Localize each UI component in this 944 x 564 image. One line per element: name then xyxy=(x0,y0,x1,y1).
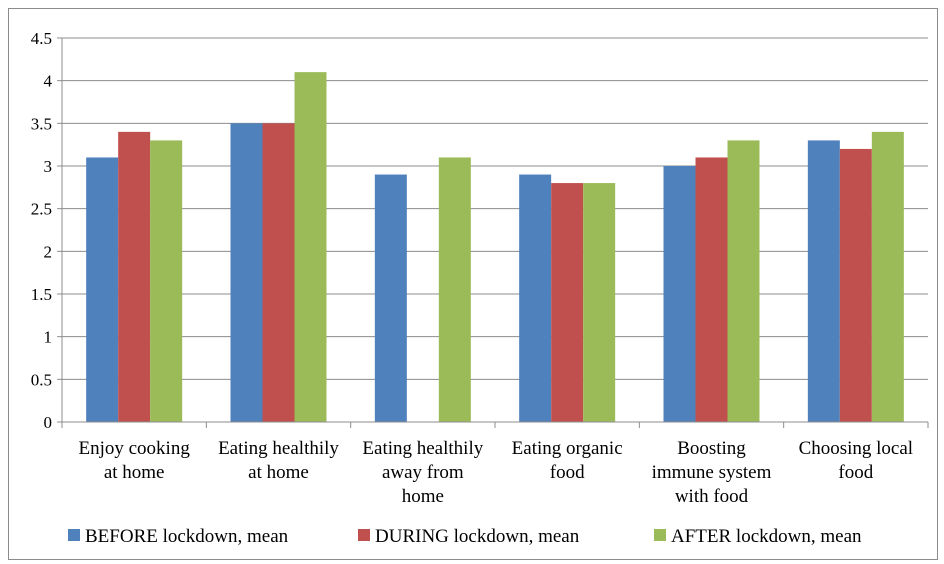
legend-label: DURING lockdown, mean xyxy=(375,526,580,547)
bar xyxy=(150,140,183,422)
bar xyxy=(839,148,872,422)
gridlines xyxy=(57,37,928,423)
legend: BEFORE lockdown, mean DURING lockdown, me… xyxy=(68,526,862,547)
legend-swatch xyxy=(68,529,80,541)
bar xyxy=(374,174,407,422)
legend-swatch xyxy=(358,529,370,541)
y-tick-label: 2 xyxy=(44,242,53,261)
legend-swatch xyxy=(654,529,666,541)
y-tick-label: 0 xyxy=(44,413,53,432)
y-tick-label: 1 xyxy=(44,328,53,347)
x-category-label-line: Eating healthily xyxy=(362,438,483,459)
x-category-label-line: with food xyxy=(675,486,749,507)
y-tick-label: 3.5 xyxy=(31,114,52,133)
y-tick-label: 2.5 xyxy=(31,200,52,219)
y-tick-labels: 0 0.5 1 1.5 2 2.5 3 3.5 4 4.5 xyxy=(31,29,53,432)
bar xyxy=(438,157,471,422)
legend-label: BEFORE lockdown, mean xyxy=(85,526,289,547)
bar xyxy=(118,131,151,422)
bar xyxy=(695,157,728,422)
x-category-label-line: away from xyxy=(382,462,464,483)
x-category-label: Enjoy cooking at home xyxy=(78,438,190,483)
x-category-label-line: food xyxy=(550,462,585,483)
x-category-label: Eating healthily away from home xyxy=(362,438,483,507)
bar xyxy=(86,157,119,422)
legend-item: AFTER lockdown, mean xyxy=(654,526,862,547)
bar xyxy=(551,183,584,422)
y-tick-label: 4.5 xyxy=(31,29,52,48)
bar xyxy=(583,183,616,422)
x-category-label-line: Choosing local xyxy=(799,438,914,459)
x-category-label-line: food xyxy=(838,462,873,483)
x-category-label-line: immune system xyxy=(652,462,772,483)
y-tick-label: 4 xyxy=(44,72,53,91)
legend-item: BEFORE lockdown, mean xyxy=(68,526,289,547)
bar xyxy=(807,140,840,422)
bar xyxy=(871,131,904,422)
bar xyxy=(663,166,696,422)
bar xyxy=(519,174,552,422)
x-category-label-line: Eating organic xyxy=(512,438,623,459)
x-category-label-line: at home xyxy=(104,462,165,483)
x-category-label: Boosting immune system with food xyxy=(652,438,772,507)
x-category-label: Eating healthily at home xyxy=(218,438,339,483)
x-category-label-line: at home xyxy=(248,462,309,483)
x-category-label-line: Eating healthily xyxy=(218,438,339,459)
bar xyxy=(230,123,263,422)
x-category-label: Eating organic food xyxy=(512,438,623,483)
legend-label: AFTER lockdown, mean xyxy=(671,526,862,547)
bar xyxy=(294,72,327,422)
legend-item: DURING lockdown, mean xyxy=(358,526,580,547)
y-tick-label: 1.5 xyxy=(31,285,52,304)
x-category-labels: Enjoy cooking at home Eating healthily at h… xyxy=(78,438,913,507)
y-tick-label: 0.5 xyxy=(31,370,52,389)
x-category-label-line: Enjoy cooking xyxy=(78,438,190,459)
x-category-label-line: Boosting xyxy=(677,438,746,459)
bars xyxy=(86,72,904,422)
x-category-label-line: home xyxy=(402,486,444,507)
x-category-label: Choosing local food xyxy=(799,438,914,483)
bar xyxy=(262,123,295,422)
y-tick-label: 3 xyxy=(44,157,53,176)
axes xyxy=(61,38,929,428)
bar xyxy=(727,140,760,422)
